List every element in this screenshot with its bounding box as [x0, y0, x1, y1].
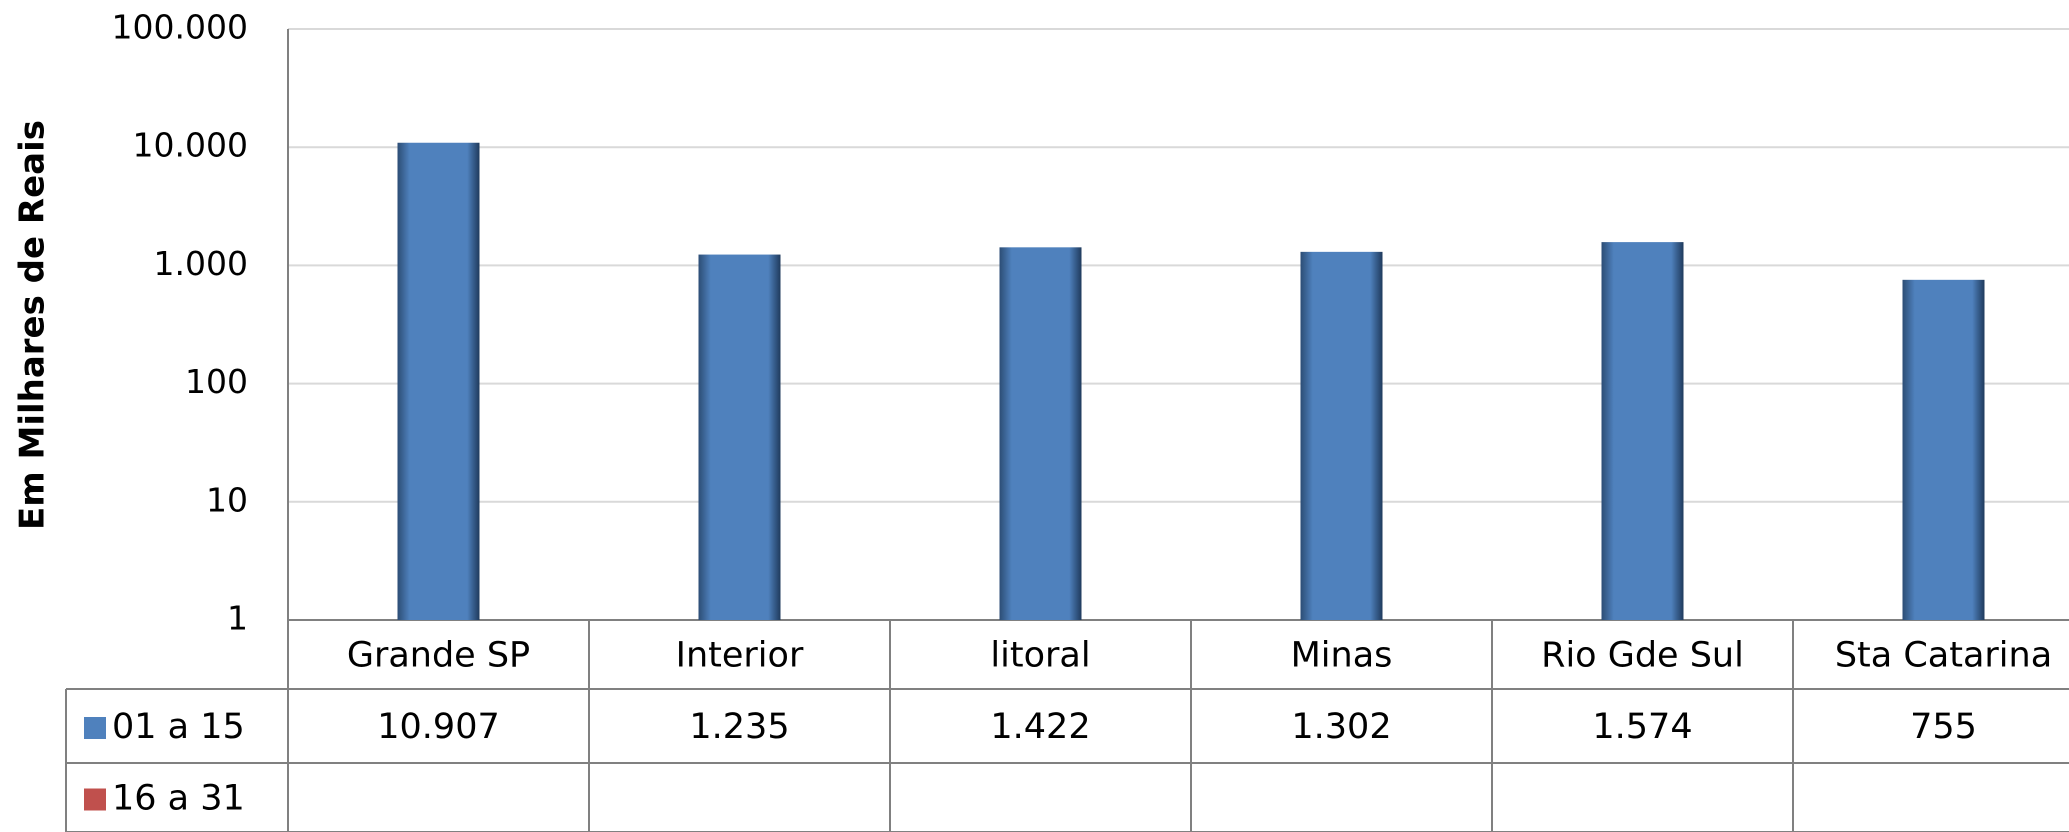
x-tick-label: Interior — [676, 636, 804, 676]
bar — [397, 142, 480, 620]
bar — [1601, 242, 1684, 620]
x-tick-label: Minas — [1291, 636, 1393, 676]
y-axis-label: Em Milhares de Reais — [13, 120, 53, 530]
y-tick-label: 100 — [185, 362, 248, 401]
data-label: 1.235 — [689, 707, 789, 747]
x-tick-label: Rio Gde Sul — [1541, 636, 1744, 676]
x-tick-label: Grande SP — [347, 636, 530, 676]
y-tick-label: 100.000 — [112, 8, 248, 47]
legend-key — [84, 788, 106, 811]
x-tick-label: litoral — [990, 636, 1090, 676]
bar — [1902, 279, 1985, 620]
x-tick-label: Sta Catarina — [1835, 636, 2052, 676]
legend-label: 16 a 31 — [112, 779, 245, 819]
data-label: 1.422 — [990, 707, 1090, 747]
bar — [1300, 251, 1383, 621]
y-tick-label: 10.000 — [133, 126, 248, 165]
data-label: 1.574 — [1592, 707, 1692, 747]
y-tick-label: 1 — [227, 599, 248, 638]
legend-label: 01 a 15 — [112, 707, 245, 747]
data-label: 10.907 — [377, 707, 499, 747]
legend-key — [84, 717, 106, 739]
bar — [999, 247, 1082, 620]
bar — [698, 254, 781, 620]
data-label: 755 — [1910, 707, 1977, 747]
data-label: 1.302 — [1291, 707, 1391, 747]
y-tick-label: 1.000 — [154, 244, 248, 283]
y-tick-label: 10 — [206, 480, 248, 519]
